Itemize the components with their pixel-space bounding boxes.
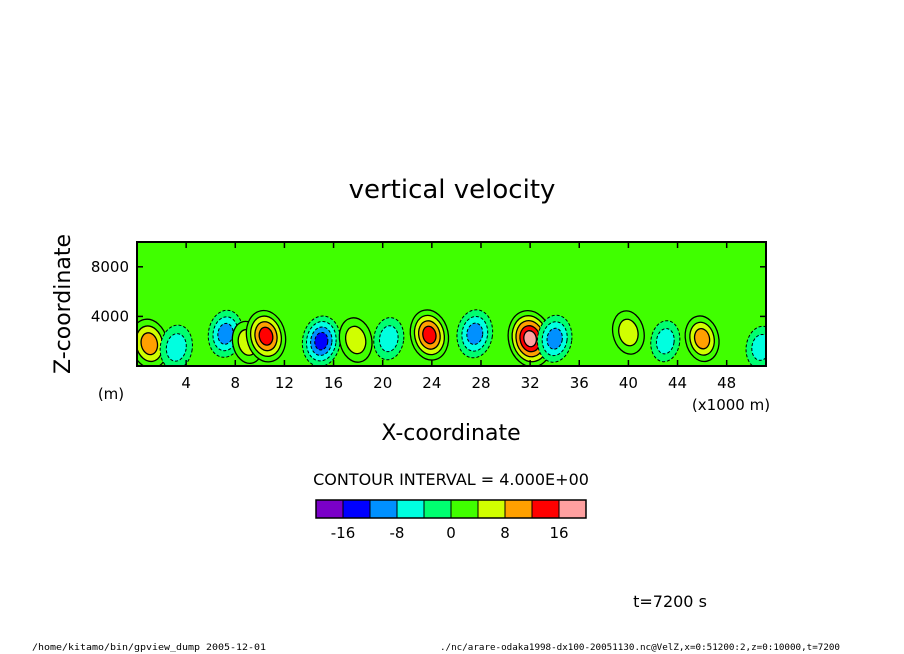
contour-cell — [422, 325, 437, 345]
y-axis: 4000 8000 — [91, 258, 766, 325]
footer-left: /home/kitamo/bin/gpview_dump 2005-12-01 — [32, 643, 266, 653]
contour-cell — [379, 325, 399, 353]
colorbar-swatch — [423, 499, 452, 519]
x-axis-unit: (x1000 m) — [692, 396, 770, 414]
x-tick-label: 40 — [619, 374, 638, 392]
x-axis-label: X-coordinate — [381, 421, 520, 446]
colorbar-tick-label: 16 — [549, 524, 568, 542]
colorbar-tick-label: 0 — [446, 524, 456, 542]
contour-cell — [618, 318, 639, 347]
colorbar-swatch — [504, 499, 533, 519]
colorbar-swatch — [531, 499, 560, 519]
colorbar-swatch — [477, 499, 506, 519]
x-tick-label: 12 — [275, 374, 294, 392]
contour-cell — [344, 325, 367, 355]
colorbar-swatch — [558, 499, 587, 519]
y-axis-label: Z-coordinate — [51, 234, 76, 374]
plot-area — [136, 241, 767, 367]
colorbar-swatch — [369, 499, 398, 519]
colorbar-swatch — [315, 499, 344, 519]
contour-cell — [140, 332, 159, 356]
contour-interval-label: CONTOUR INTERVAL = 4.000E+00 — [313, 470, 589, 489]
contour-cell — [165, 333, 187, 362]
colorbar: -16 -8 0 8 16 — [315, 499, 587, 542]
chart-title: vertical velocity — [349, 175, 556, 205]
contour-cell — [546, 327, 563, 350]
contour-cell — [693, 327, 711, 350]
x-axis: 4 8 12 16 20 24 28 32 36 40 44 48 — [181, 242, 736, 392]
y-tick-label: 8000 — [91, 258, 129, 276]
contour-field — [137, 242, 766, 366]
x-tick-label: 48 — [717, 374, 736, 392]
time-label: t=7200 s — [633, 592, 707, 611]
y-axis-unit: (m) — [98, 385, 124, 403]
x-tick-label: 8 — [231, 374, 241, 392]
x-tick-label: 4 — [181, 374, 191, 392]
y-tick-label: 4000 — [91, 307, 129, 325]
colorbar-frame — [315, 499, 587, 519]
x-tick-label: 32 — [521, 374, 540, 392]
colorbar-tick-label: -16 — [331, 524, 356, 542]
colorbar-swatch — [342, 499, 371, 519]
contour-cell — [314, 331, 329, 351]
x-tick-label: 36 — [570, 374, 589, 392]
contour-cell — [466, 322, 484, 345]
footer-right: ./nc/arare-odaka1998-dx100-20051130.nc@V… — [440, 643, 840, 653]
x-tick-label: 16 — [324, 374, 343, 392]
contour-cell — [655, 328, 675, 355]
x-tick-label: 20 — [373, 374, 392, 392]
colorbar-tick-label: 8 — [500, 524, 510, 542]
colorbar-swatch — [450, 499, 479, 519]
plot-frame — [136, 241, 767, 367]
contour-cell — [258, 326, 274, 346]
contour-cell — [523, 330, 538, 348]
x-tick-label: 28 — [471, 374, 490, 392]
colorbar-swatch — [396, 499, 425, 519]
x-tick-label: 24 — [422, 374, 441, 392]
colorbar-tick-label: -8 — [390, 524, 405, 542]
x-tick-label: 44 — [668, 374, 687, 392]
